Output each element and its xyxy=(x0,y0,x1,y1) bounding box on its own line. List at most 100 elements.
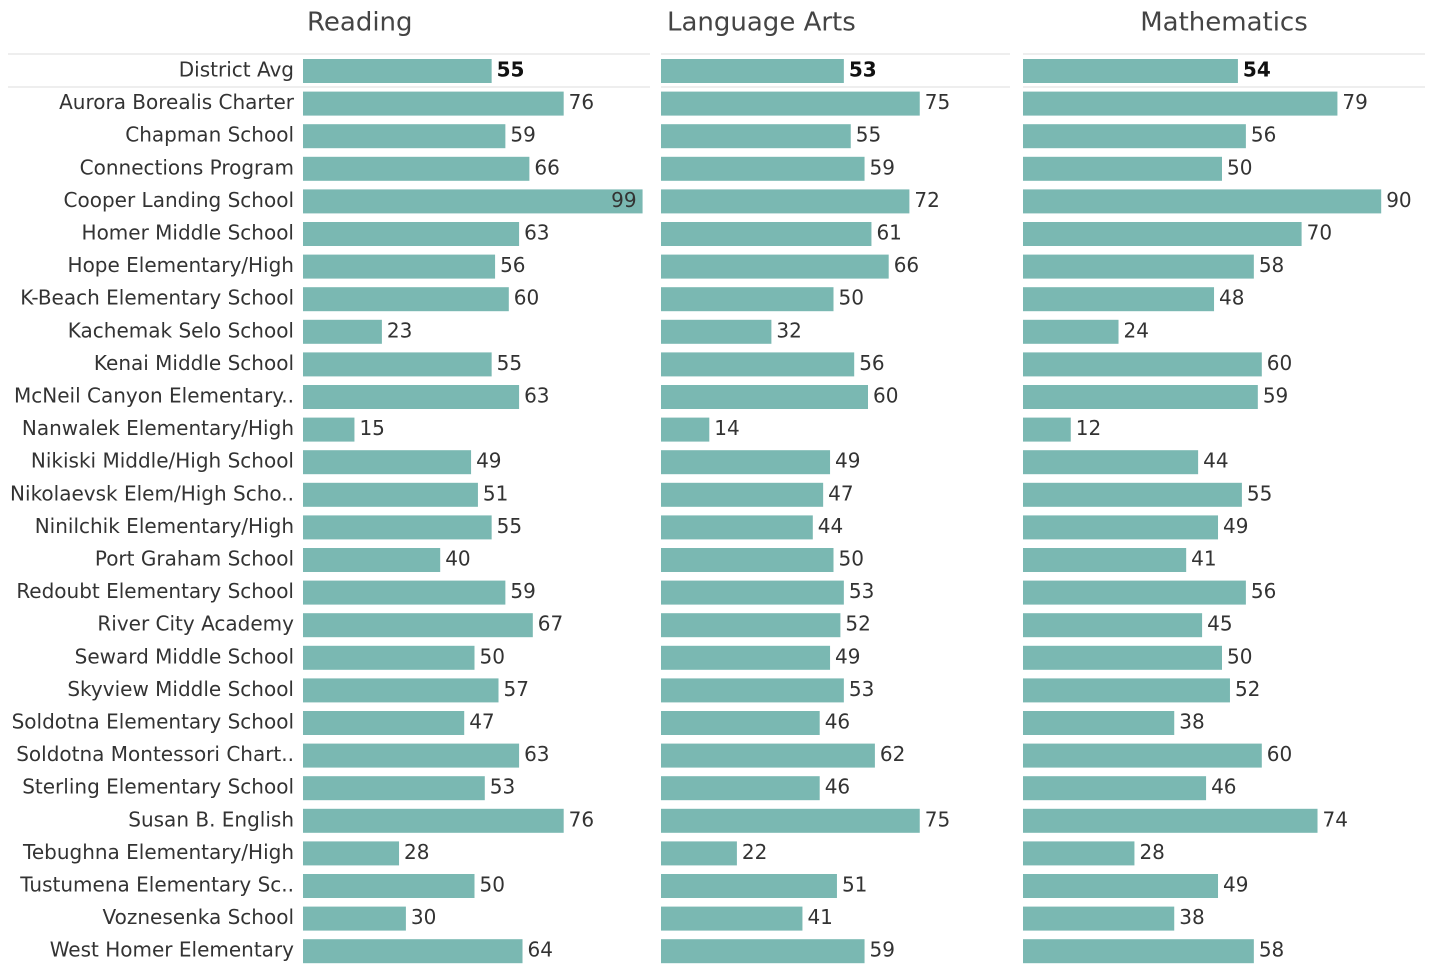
bar xyxy=(303,254,496,279)
bar xyxy=(661,352,855,377)
value-label: 58 xyxy=(1259,938,1284,962)
value-label: 32 xyxy=(776,318,801,342)
panel-title: Language Arts xyxy=(667,8,856,38)
row-label: Seward Middle School xyxy=(75,644,294,668)
row-label: Ninilchik Elementary/High xyxy=(35,514,294,538)
bar xyxy=(1023,841,1135,866)
row-label: Chapman School xyxy=(125,123,294,147)
bar xyxy=(303,319,382,344)
bar xyxy=(303,287,509,312)
bar xyxy=(1023,156,1222,181)
bar xyxy=(1023,776,1207,801)
bar xyxy=(1023,743,1262,768)
value-label: 56 xyxy=(859,351,884,375)
panel-title: Reading xyxy=(307,8,413,38)
row-label: West Homer Elementary xyxy=(50,938,294,962)
bar xyxy=(303,841,400,866)
value-label: 28 xyxy=(1139,840,1164,864)
bar xyxy=(303,874,475,898)
row-label: Kenai Middle School xyxy=(94,351,294,375)
bar xyxy=(1023,352,1262,377)
bar xyxy=(661,678,844,703)
value-label: 53 xyxy=(849,58,877,82)
bar xyxy=(661,808,920,833)
value-label: 99 xyxy=(611,188,636,212)
value-label: 59 xyxy=(870,155,895,179)
row-label: McNeil Canyon Elementary.. xyxy=(14,384,294,408)
row-label: Hope Elementary/High xyxy=(68,253,294,277)
value-label: 49 xyxy=(835,644,860,668)
value-label: 28 xyxy=(404,840,429,864)
row-label: Redoubt Elementary School xyxy=(16,579,294,603)
value-label: 57 xyxy=(504,677,529,701)
bar xyxy=(303,222,520,246)
bar xyxy=(1023,385,1258,409)
bar xyxy=(1023,189,1382,214)
value-label: 63 xyxy=(524,384,549,408)
bar xyxy=(1023,450,1199,475)
row-label: Tustumena Elementary Sc.. xyxy=(19,873,294,897)
bar xyxy=(303,352,492,377)
value-label: 50 xyxy=(480,873,505,897)
bar xyxy=(661,874,837,898)
bar xyxy=(661,385,868,409)
row-label: Cooper Landing School xyxy=(64,188,294,212)
value-label: 22 xyxy=(742,840,767,864)
bar xyxy=(303,482,478,507)
bar xyxy=(661,222,872,246)
bar xyxy=(1023,319,1119,344)
value-label: 38 xyxy=(1179,905,1204,929)
bar xyxy=(1023,417,1071,442)
value-label: 50 xyxy=(839,286,864,310)
value-label: 63 xyxy=(524,742,549,766)
bar xyxy=(661,548,834,572)
value-label: 70 xyxy=(1307,221,1332,245)
value-label: 38 xyxy=(1179,710,1204,734)
value-label: 44 xyxy=(1203,449,1228,473)
bar xyxy=(1023,874,1219,898)
row-label: Soldotna Montessori Chart.. xyxy=(16,742,294,766)
bar xyxy=(661,287,834,312)
value-label: 79 xyxy=(1342,90,1367,114)
bar xyxy=(303,189,643,214)
bar xyxy=(303,548,441,572)
value-label: 60 xyxy=(1267,742,1292,766)
bar xyxy=(661,906,803,931)
value-label: 47 xyxy=(469,710,494,734)
value-label: 58 xyxy=(1259,253,1284,277)
bar xyxy=(303,939,523,964)
row-label: Kachemak Selo School xyxy=(68,318,294,342)
row-label: Connections Program xyxy=(80,155,294,179)
value-label: 50 xyxy=(1227,644,1252,668)
bar xyxy=(1023,91,1338,116)
value-label: 61 xyxy=(876,221,901,245)
value-label: 50 xyxy=(839,547,864,571)
bar xyxy=(303,645,475,670)
value-label: 66 xyxy=(534,155,559,179)
value-label: 75 xyxy=(925,807,950,831)
value-label: 59 xyxy=(870,938,895,962)
value-label: 55 xyxy=(497,514,522,538)
bar xyxy=(661,939,865,964)
value-label: 51 xyxy=(483,481,508,505)
value-label: 76 xyxy=(569,90,594,114)
value-label: 23 xyxy=(387,318,412,342)
bar xyxy=(1023,548,1187,572)
value-label: 24 xyxy=(1124,318,1149,342)
bar xyxy=(1023,287,1215,312)
row-label: Tebughna Elementary/High xyxy=(22,840,294,864)
row-label: River City Academy xyxy=(97,612,294,636)
panel-title: Mathematics xyxy=(1140,8,1308,38)
value-label: 46 xyxy=(825,710,850,734)
row-label: Soldotna Elementary School xyxy=(12,710,294,734)
value-label: 59 xyxy=(1263,384,1288,408)
value-label: 14 xyxy=(714,416,739,440)
bar xyxy=(1023,515,1219,540)
value-label: 55 xyxy=(856,123,881,147)
value-label: 15 xyxy=(359,416,384,440)
bar xyxy=(661,254,889,279)
value-label: 49 xyxy=(476,449,501,473)
row-label: Aurora Borealis Charter xyxy=(59,90,295,114)
value-label: 52 xyxy=(1235,677,1260,701)
